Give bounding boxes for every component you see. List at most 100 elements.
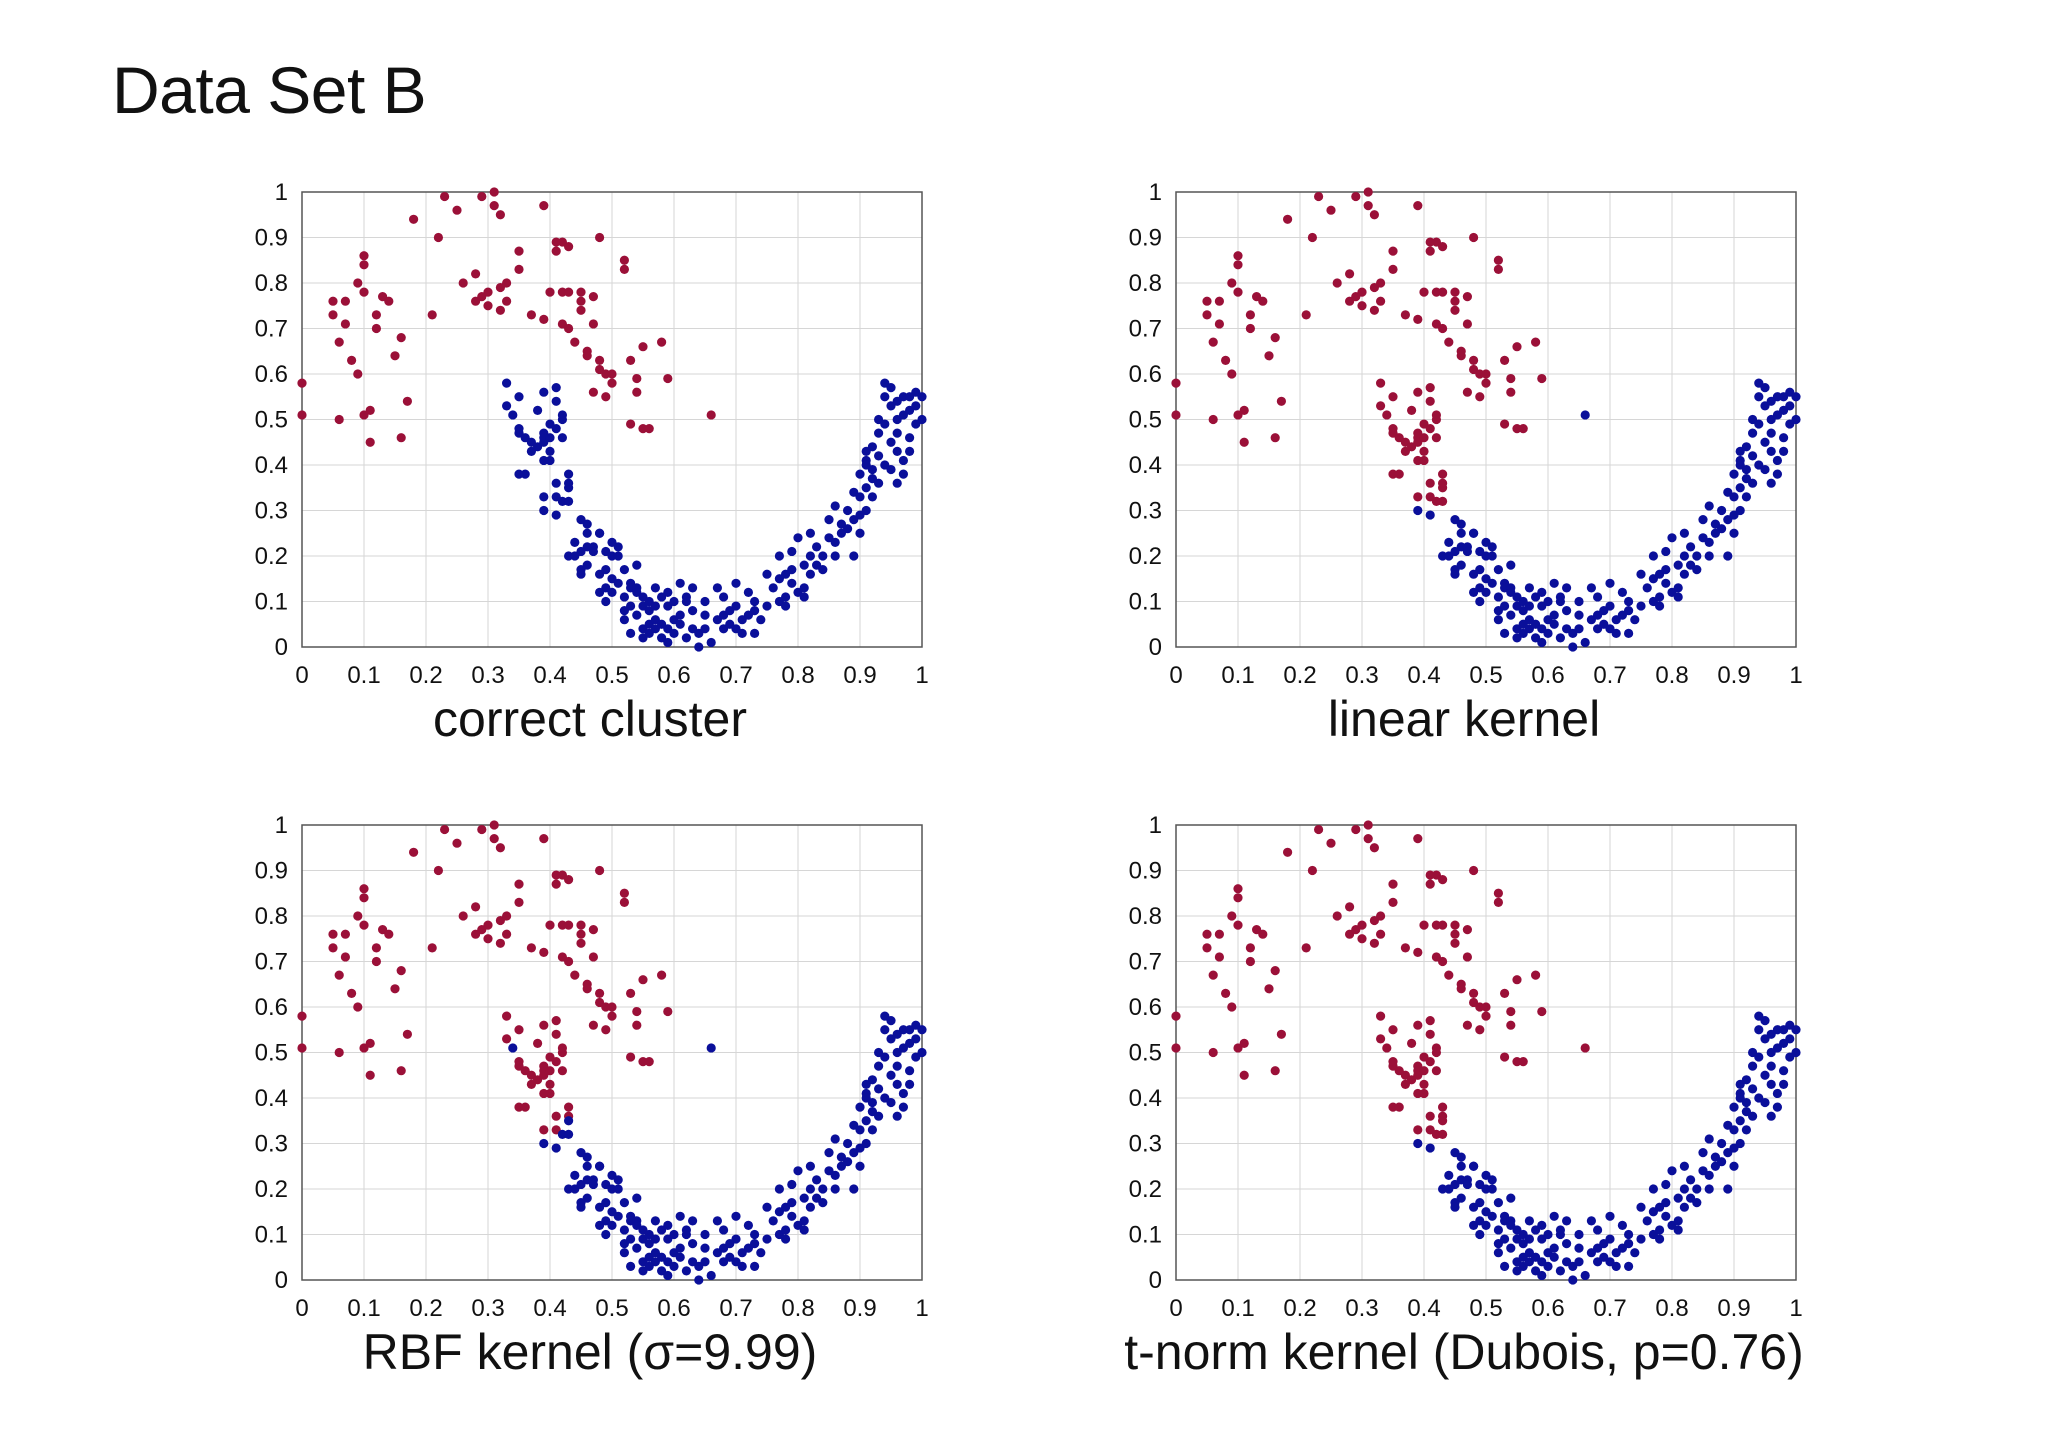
data-point-cluster-b <box>539 387 549 397</box>
x-tick-label: 0.3 <box>471 662 504 689</box>
data-point-cluster-b <box>1444 1170 1454 1180</box>
data-point-cluster-b <box>1760 383 1770 393</box>
data-point-cluster-b <box>1735 505 1745 516</box>
data-point-cluster-b <box>545 455 555 466</box>
data-point-cluster-b <box>1456 1193 1466 1203</box>
data-point-cluster-b <box>892 446 902 456</box>
data-point-cluster-b <box>1549 1243 1559 1253</box>
x-tick-label: 0.8 <box>781 662 814 689</box>
x-tick-label: 0.5 <box>1469 662 1502 689</box>
chart-caption: correct cluster <box>433 691 747 747</box>
data-point-cluster-b <box>1549 1211 1559 1221</box>
x-tick-label: 0.5 <box>595 1295 628 1322</box>
data-point-cluster-b <box>551 396 561 406</box>
data-point-cluster-a <box>1493 255 1503 265</box>
data-point-cluster-a <box>514 246 524 256</box>
data-point-cluster-a <box>607 1011 617 1021</box>
x-tick-label: 0.8 <box>781 1295 814 1322</box>
data-point-cluster-b <box>1698 515 1708 525</box>
data-point-cluster-b <box>539 505 549 516</box>
x-tick-label: 1 <box>1789 1295 1802 1322</box>
data-point-cluster-b <box>1574 624 1584 634</box>
data-point-cluster-a <box>1221 355 1231 365</box>
y-tick-label: 0.3 <box>255 498 288 525</box>
data-point-cluster-a <box>1413 201 1423 211</box>
data-point-cluster-b <box>607 587 617 597</box>
data-point-cluster-b <box>830 537 840 547</box>
y-tick-label: 0.2 <box>1129 543 1162 570</box>
y-tick-label: 0.4 <box>255 452 288 479</box>
data-point-cluster-b <box>1493 1225 1503 1235</box>
data-point-cluster-a <box>564 956 574 967</box>
data-point-cluster-b <box>712 1216 722 1226</box>
data-point-cluster-b <box>1593 1225 1603 1235</box>
data-point-cluster-a <box>539 1020 549 1030</box>
data-point-cluster-b <box>613 551 623 561</box>
data-point-cluster-b <box>632 610 642 620</box>
data-point-cluster-b <box>1760 464 1770 475</box>
data-point-cluster-a <box>1413 1125 1423 1135</box>
data-point-cluster-b <box>793 533 803 543</box>
y-tick-label: 0.1 <box>1129 589 1162 616</box>
x-tick-label: 0.8 <box>1655 1295 1688 1322</box>
data-point-cluster-b <box>1444 537 1454 547</box>
data-point-cluster-a <box>1450 287 1460 297</box>
data-point-cluster-b <box>1493 1248 1503 1258</box>
data-point-cluster-b <box>1500 628 1510 638</box>
y-tick-label: 0.8 <box>255 270 288 297</box>
data-point-cluster-a <box>1431 433 1441 443</box>
data-point-cluster-a <box>359 884 369 894</box>
x-tick-label: 0.5 <box>595 662 628 689</box>
x-tick-label: 0.3 <box>1345 662 1378 689</box>
data-point-cluster-a <box>334 337 344 347</box>
data-point-cluster-a <box>427 943 437 953</box>
data-point-cluster-b <box>1766 1029 1776 1039</box>
data-point-cluster-b <box>867 464 878 475</box>
data-point-cluster-b <box>1704 1134 1714 1144</box>
data-point-cluster-b <box>805 1161 816 1171</box>
data-point-cluster-b <box>663 1220 673 1230</box>
data-point-cluster-b <box>1704 1184 1714 1194</box>
data-point-cluster-b <box>1475 596 1485 607</box>
data-point-cluster-a <box>545 1066 555 1076</box>
data-point-cluster-a <box>582 346 592 356</box>
data-point-cluster-b <box>787 1211 797 1221</box>
data-point-cluster-b <box>1791 392 1801 402</box>
data-point-cluster-a <box>539 947 549 957</box>
data-point-cluster-a <box>1388 1025 1398 1035</box>
data-point-cluster-b <box>1586 583 1596 593</box>
data-point-cluster-a <box>1270 1066 1280 1076</box>
data-point-cluster-a <box>551 879 561 889</box>
data-point-cluster-a <box>1438 242 1448 252</box>
data-point-cluster-b <box>1524 1234 1534 1244</box>
data-point-cluster-a <box>1332 911 1342 921</box>
data-point-cluster-b <box>669 1229 679 1240</box>
data-point-cluster-a <box>514 1057 524 1067</box>
data-point-cluster-a <box>340 952 350 962</box>
data-point-cluster-b <box>781 601 791 611</box>
data-point-cluster-b <box>1679 1202 1689 1212</box>
data-point-cluster-b <box>855 1125 865 1135</box>
data-point-cluster-b <box>855 469 865 479</box>
data-point-cluster-a <box>557 1043 567 1053</box>
data-point-cluster-b <box>905 1066 915 1076</box>
data-point-cluster-a <box>1233 920 1243 930</box>
data-point-cluster-b <box>799 1193 809 1203</box>
data-point-cluster-a <box>595 355 605 365</box>
data-point-cluster-b <box>892 1029 902 1039</box>
data-point-cluster-b <box>1456 560 1466 570</box>
data-point-cluster-b <box>849 551 859 561</box>
data-point-cluster-b <box>533 405 543 415</box>
data-point-cluster-a <box>632 1020 642 1030</box>
data-point-cluster-a <box>489 201 499 211</box>
x-tick-label: 0.7 <box>719 662 752 689</box>
data-point-cluster-a <box>1376 1011 1386 1021</box>
data-point-cluster-b <box>1586 1216 1596 1226</box>
data-point-cluster-a <box>347 988 357 998</box>
data-point-cluster-a <box>1270 433 1280 443</box>
data-point-cluster-a <box>297 1043 307 1053</box>
data-point-cluster-b <box>892 396 902 406</box>
data-point-cluster-b <box>1456 528 1466 538</box>
data-point-cluster-a <box>1376 296 1386 306</box>
y-tick-label: 0.1 <box>1129 1222 1162 1249</box>
